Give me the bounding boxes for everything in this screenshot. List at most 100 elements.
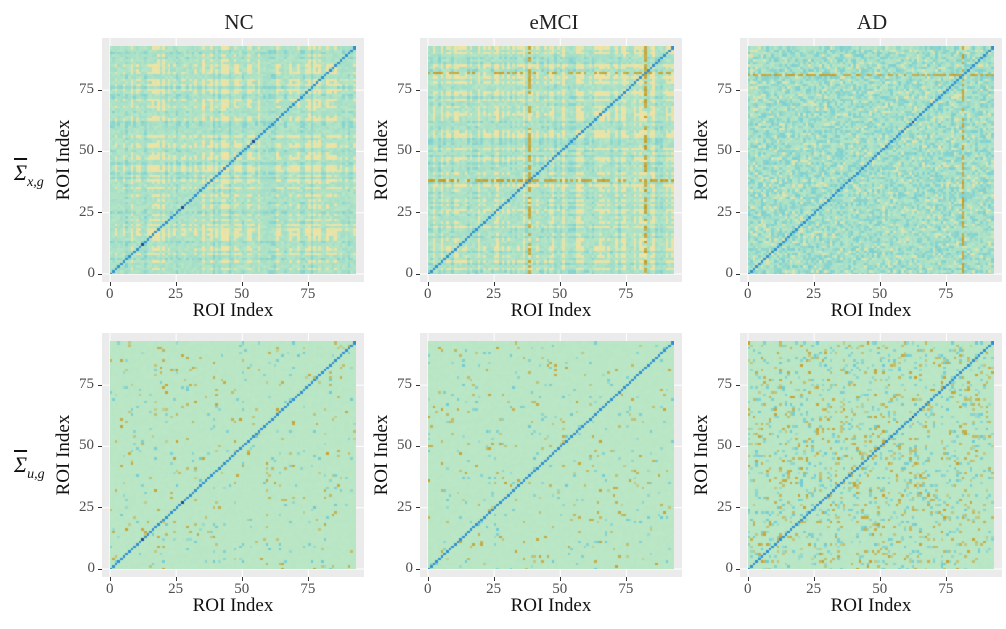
x-tick-label: 0 [424,581,432,597]
y-tick-mark [98,212,102,214]
y-tick-label: 25 [717,203,732,220]
x-tick-label: 0 [744,286,752,302]
heatmap-canvas [428,341,674,569]
row-label-sigma-x: Σx,g [14,160,60,190]
x-tick-mark [945,282,947,286]
y-tick-mark [98,384,102,386]
x-tick-label: 0 [106,286,114,302]
x-tick-label: 75 [618,286,634,302]
column-title-nc: NC [224,10,254,34]
y-axis-label: ROI Index [691,119,712,201]
y-tick-label: 0 [87,560,96,576]
y-tick-mark [736,273,740,275]
x-tick-label: 0 [744,581,752,597]
y-tick-mark [98,89,102,91]
x-tick-mark [559,577,561,581]
x-tick-label: 25 [486,286,502,302]
x-tick-mark [307,577,309,581]
x-tick-label: 75 [938,286,954,302]
y-tick-label: 50 [717,142,732,159]
y-tick-label: 50 [397,437,412,454]
x-tick-label: 75 [300,581,316,597]
x-tick-label: 50 [552,581,568,597]
y-axis-label: ROI Index [691,414,712,496]
y-tick-label: 0 [87,265,96,281]
x-axis-label: ROI Index [830,300,912,321]
x-axis-label: ROI Index [510,595,592,616]
x-tick-mark [241,577,243,581]
x-tick-mark [879,577,881,581]
y-axis-label: ROI Index [53,119,74,201]
x-tick-mark [945,577,947,581]
x-tick-mark [109,577,111,581]
x-tick-label: 25 [168,581,184,597]
x-tick-label: 0 [424,286,432,302]
x-axis-label: ROI Index [830,595,912,616]
x-tick-mark [879,282,881,286]
y-tick-mark [98,273,102,275]
y-tick-label: 75 [397,81,412,98]
heatmap-cells [110,341,356,569]
y-tick-label: 25 [397,498,412,515]
heatmap-emci-sigma-x [420,38,682,282]
x-tick-label: 50 [872,286,888,302]
heatmap-cells [428,341,674,569]
x-tick-mark [427,577,429,581]
y-axis-label: ROI Index [371,414,392,496]
y-tick-mark [416,273,420,275]
y-tick-label: 50 [79,437,94,454]
heatmap-cells [428,46,674,274]
heatmap-nc-sigma-u [102,333,364,577]
y-tick-mark [736,212,740,214]
x-tick-label: 50 [234,286,250,302]
row-label-sub: x,g [27,175,44,190]
y-tick-mark [736,89,740,91]
y-tick-mark [416,507,420,509]
heatmap-canvas [110,46,356,274]
heatmap-canvas [110,341,356,569]
heatmap-canvas [428,46,674,274]
y-tick-mark [736,445,740,447]
heatmap-canvas [748,46,994,274]
y-axis-label: ROI Index [371,119,392,201]
x-tick-label: 50 [234,581,250,597]
y-tick-label: 0 [405,560,414,576]
heatmap-emci-sigma-u [420,333,682,577]
y-tick-mark [416,89,420,91]
x-tick-label: 25 [486,581,502,597]
column-title-emci: eMCI [529,10,579,34]
heatmap-cells [110,46,356,274]
y-tick-label: 0 [725,560,734,576]
y-tick-mark [98,445,102,447]
x-tick-mark [747,282,749,286]
x-tick-label: 75 [938,581,954,597]
x-tick-mark [241,282,243,286]
x-tick-label: 25 [806,581,822,597]
y-tick-label: 75 [717,376,732,393]
x-tick-mark [813,282,815,286]
y-tick-mark [736,568,740,570]
y-tick-label: 75 [397,376,412,393]
y-tick-label: 25 [717,498,732,515]
heatmap-ad-sigma-u [740,333,1002,577]
row-label-base: Σ [14,452,28,477]
y-tick-mark [416,212,420,214]
heatmap-cells [748,341,994,569]
y-tick-label: 25 [79,203,94,220]
y-tick-label: 75 [79,376,94,393]
x-axis-label: ROI Index [192,300,274,321]
y-tick-label: 75 [79,81,94,98]
x-tick-mark [813,577,815,581]
y-tick-mark [98,507,102,509]
x-tick-mark [109,282,111,286]
x-tick-mark [559,282,561,286]
row-label-sub: u,g [27,467,45,482]
y-tick-label: 25 [79,498,94,515]
y-tick-label: 50 [717,437,732,454]
y-tick-label: 0 [405,265,414,281]
y-tick-label: 25 [397,203,412,220]
y-tick-mark [416,568,420,570]
x-tick-mark [307,282,309,286]
y-tick-mark [736,150,740,152]
y-tick-label: 50 [79,142,94,159]
